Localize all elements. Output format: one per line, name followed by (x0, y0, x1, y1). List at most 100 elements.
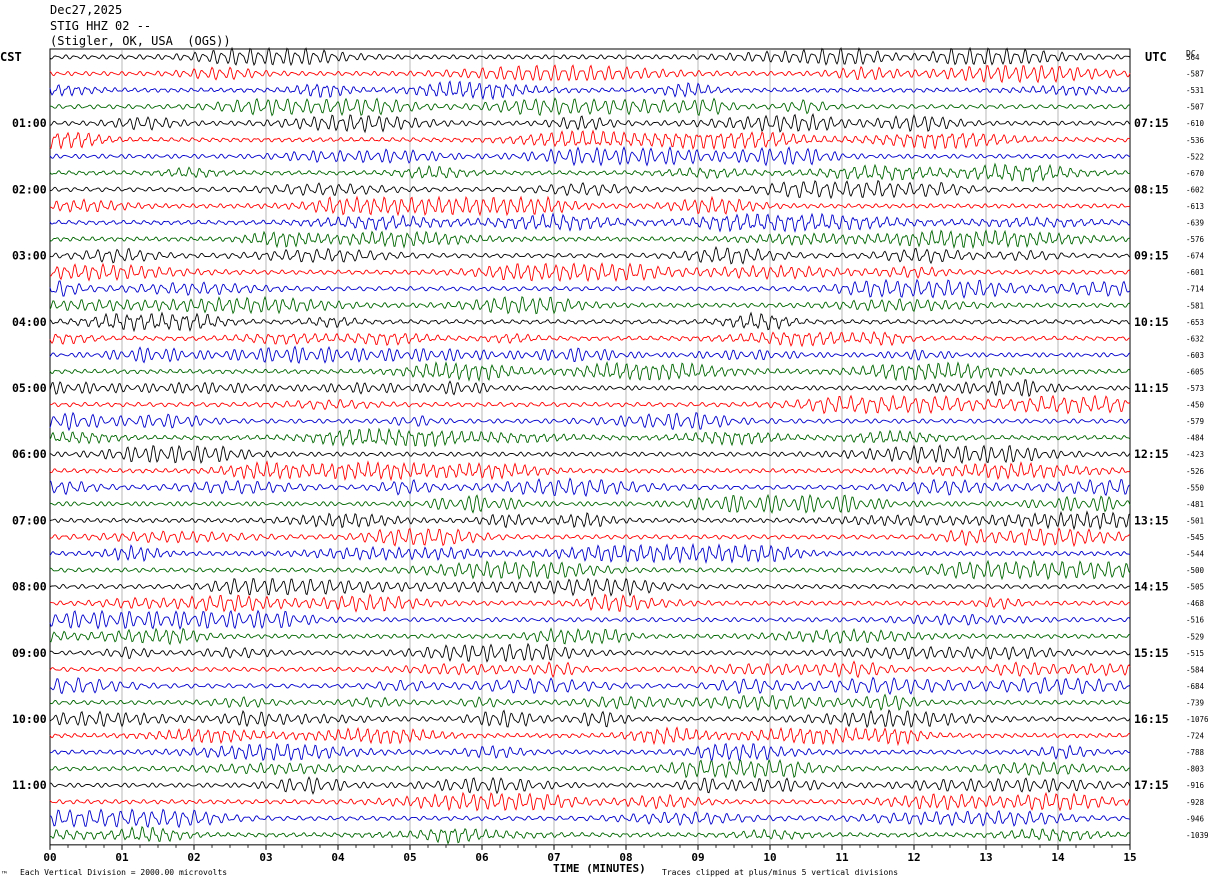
seismic-trace (50, 394, 1131, 415)
seismic-trace (49, 229, 1131, 250)
grid-layer (49, 48, 1131, 850)
seismic-trace (49, 64, 1131, 84)
station-location: (Stigler, OK, USA (OGS)) (50, 34, 231, 48)
dc-offset-label: -724 (1186, 732, 1205, 741)
dc-header-label: DC (1186, 49, 1196, 58)
utc-hour-label: 14:15 (1134, 580, 1169, 594)
dc-offset-label: -450 (1186, 401, 1205, 410)
seismic-trace (49, 195, 1131, 217)
dc-offset-label: -601 (1186, 268, 1204, 277)
utc-hour-label: 15:15 (1134, 646, 1169, 660)
x-tick-label: 03 (259, 851, 272, 864)
dc-offset-label: -507 (1186, 103, 1204, 112)
seismic-trace (49, 162, 1131, 183)
seismic-trace (49, 295, 1131, 315)
clip-note: Traces clipped at plus/minus 5 vertical … (662, 868, 899, 877)
seismic-trace (49, 311, 1131, 333)
cst-hour-label: 11:00 (12, 778, 47, 792)
x-tick-label: 04 (331, 851, 345, 864)
x-tick-label: 13 (979, 851, 992, 864)
seismic-trace (49, 113, 1131, 134)
seismic-trace (49, 212, 1131, 233)
seismic-trace (49, 627, 1131, 646)
x-tick-label: 00 (43, 851, 56, 864)
dc-offset-label: -1076 (1186, 715, 1209, 724)
seismic-trace (49, 278, 1131, 299)
utc-hour-label: 07:15 (1134, 116, 1169, 130)
dc-offset-label: -587 (1186, 70, 1204, 79)
x-tick-label: 02 (187, 851, 200, 864)
seismic-trace (49, 262, 1131, 283)
cst-hour-label: 04:00 (12, 315, 47, 329)
seismic-trace (49, 379, 1131, 398)
dc-offset-label: -526 (1186, 467, 1205, 476)
seismic-trace (49, 330, 1131, 348)
seismic-trace (49, 179, 1131, 200)
dc-offset-label: -573 (1186, 384, 1204, 393)
seismic-trace (49, 559, 1131, 581)
x-tick-label: 11 (835, 851, 849, 864)
label-layer: 00 01 02 03 04 05 06 07 08 09 10 11 12 13 14 15 564 -587 -… (12, 53, 1209, 864)
seismic-trace (49, 593, 1130, 613)
x-tick-label: 09 (691, 851, 704, 864)
dc-offset-label: -529 (1186, 632, 1204, 641)
seismic-trace (49, 709, 1131, 729)
seismic-trace (49, 460, 1131, 482)
dc-offset-label: -531 (1186, 86, 1204, 95)
station-code: STIG HHZ 02 -- (50, 19, 152, 33)
dc-offset-label: -516 (1186, 616, 1205, 625)
dc-offset-label: -581 (1186, 301, 1204, 310)
dc-offset-label: -714 (1186, 285, 1205, 294)
seismic-trace (49, 345, 1131, 365)
cst-hour-label: 03:00 (12, 249, 47, 263)
seismic-trace (49, 527, 1131, 548)
dc-offset-label: -610 (1186, 119, 1205, 128)
utc-hour-label: 12:15 (1134, 447, 1169, 461)
seismic-trace (49, 758, 1131, 779)
dc-offset-label: -803 (1186, 765, 1204, 774)
footer-mark: ™ (2, 870, 7, 879)
dc-offset-label: -544 (1186, 550, 1205, 559)
dc-offset-label: -670 (1186, 169, 1205, 178)
dc-offset-label: -579 (1186, 417, 1204, 426)
seismic-trace (49, 477, 1131, 497)
dc-offset-label: -632 (1186, 334, 1204, 343)
seismic-trace (49, 660, 1131, 679)
seismic-trace (49, 80, 1131, 101)
seismic-trace (49, 726, 1131, 747)
x-tick-label: 15 (1123, 851, 1136, 864)
plot-frame (49, 48, 1131, 846)
x-tick-label: 08 (619, 851, 632, 864)
dc-offset-label: -613 (1186, 202, 1204, 211)
dc-offset-label: -550 (1186, 483, 1205, 492)
x-tick-label: 01 (115, 851, 129, 864)
seismic-trace (49, 97, 1131, 117)
seismic-trace (49, 360, 1131, 382)
seismic-trace (49, 510, 1131, 531)
dc-offset-label: -423 (1186, 450, 1204, 459)
seismic-trace (49, 791, 1131, 812)
dc-offset-label: -522 (1186, 152, 1204, 161)
dc-offset-label: -536 (1186, 136, 1205, 145)
cst-hour-label: 08:00 (12, 580, 47, 594)
x-tick-label: 14 (1051, 851, 1065, 864)
seismic-trace (49, 46, 1131, 67)
utc-zone-label: UTC (1145, 50, 1167, 64)
cst-hour-label: 10:00 (12, 712, 47, 726)
seismic-trace (49, 411, 1131, 432)
x-tick-label: 12 (907, 851, 920, 864)
cst-hour-label: 06:00 (12, 447, 47, 461)
dc-offset-label: -684 (1186, 682, 1205, 691)
dc-offset-label: -602 (1186, 185, 1204, 194)
utc-hour-label: 17:15 (1134, 778, 1169, 792)
dc-offset-label: -505 (1186, 583, 1204, 592)
seismic-trace (49, 146, 1131, 167)
x-tick-label: 06 (475, 851, 489, 864)
x-tick-label: 10 (763, 851, 776, 864)
cst-hour-label: 09:00 (12, 646, 47, 660)
x-axis-title: TIME (MINUTES) (553, 862, 646, 875)
trace-layer (49, 46, 1131, 845)
dc-offset-label: -501 (1186, 516, 1204, 525)
seismic-trace (49, 493, 1131, 514)
